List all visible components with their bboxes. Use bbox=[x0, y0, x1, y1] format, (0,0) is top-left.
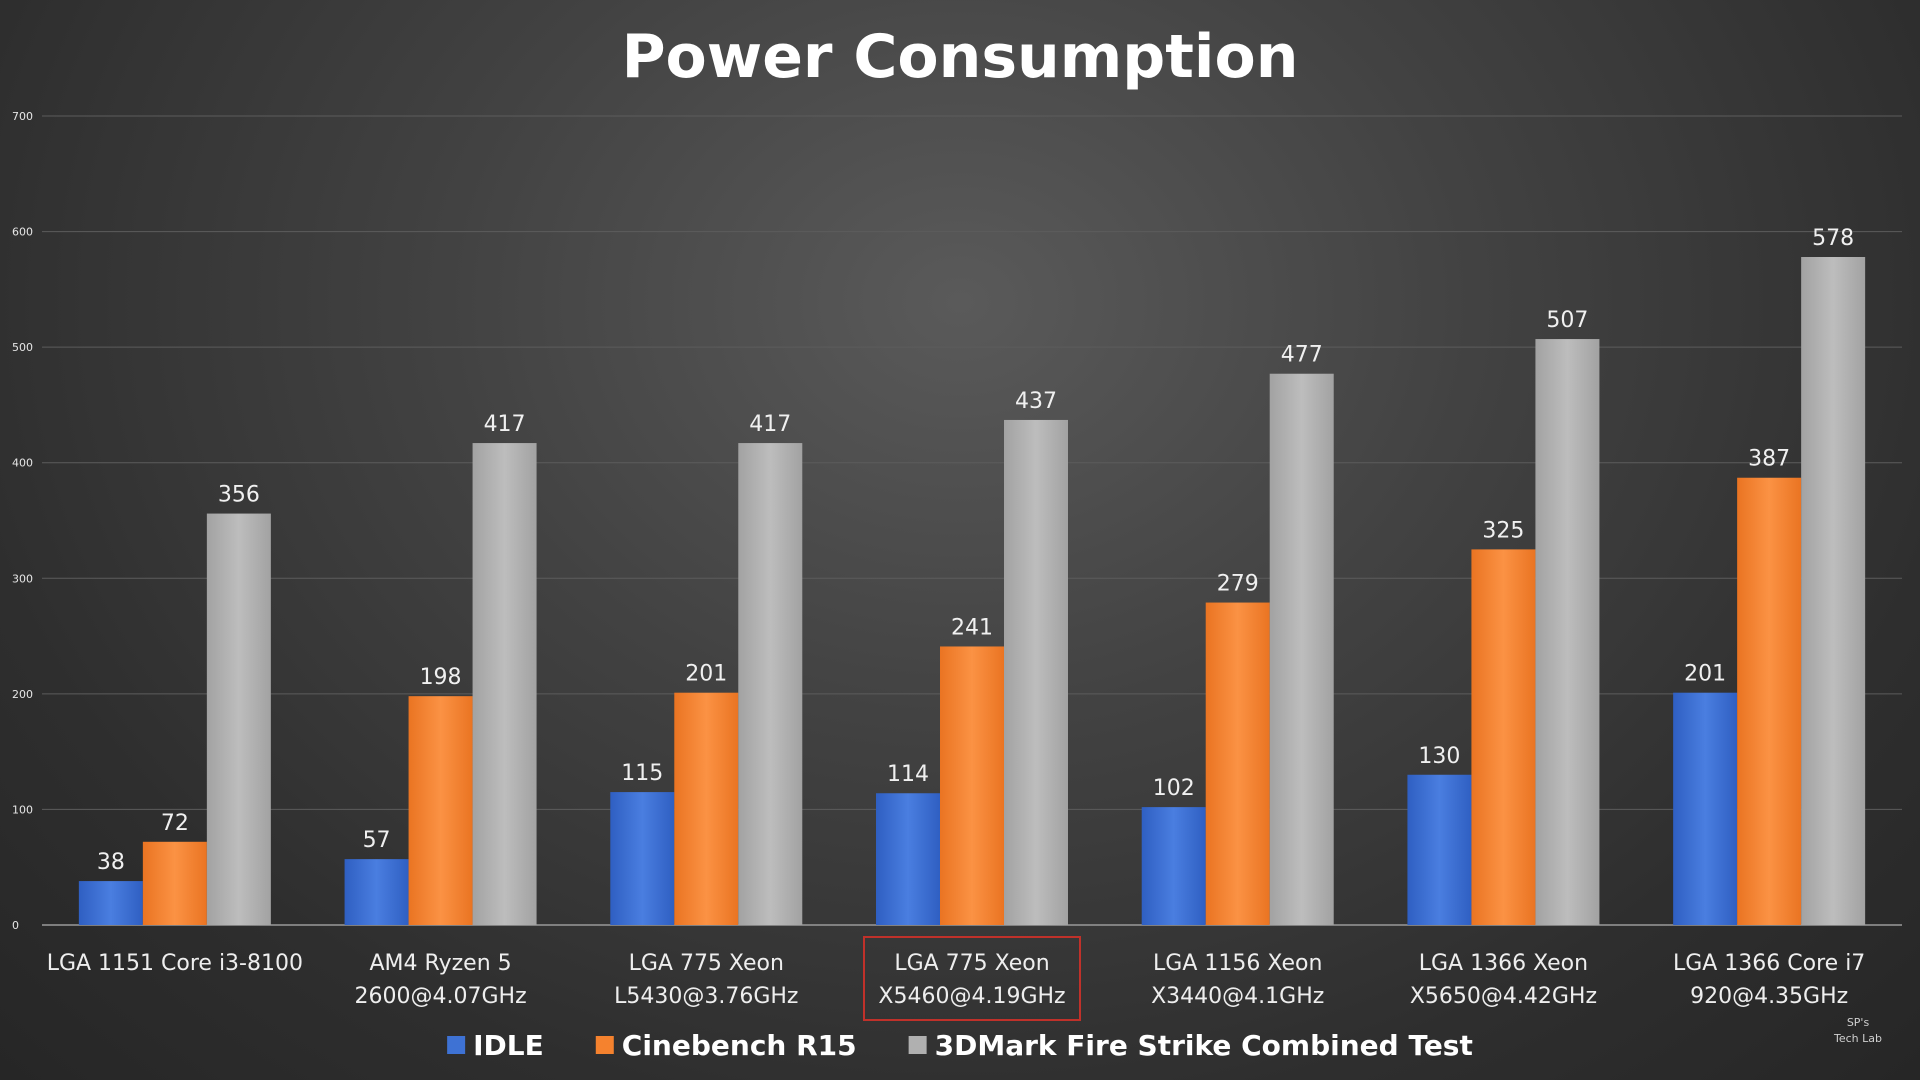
category-label: LGA 1366 Xeon bbox=[1419, 951, 1588, 976]
value-label: 578 bbox=[1812, 226, 1854, 251]
value-label: 130 bbox=[1418, 744, 1460, 769]
bar-3dmark-fire-strike-combined-test-0 bbox=[206, 513, 271, 925]
value-label: 115 bbox=[621, 761, 663, 786]
category-label: 2600@4.07GHz bbox=[355, 984, 527, 1009]
bar-idle-6 bbox=[1673, 692, 1738, 925]
bar-idle-5 bbox=[1407, 774, 1472, 925]
chart-title: Power Consumption bbox=[622, 22, 1299, 92]
bar-3dmark-fire-strike-combined-test-5 bbox=[1535, 339, 1600, 925]
legend-swatch-1 bbox=[595, 1036, 614, 1054]
y-tick-label: 600 bbox=[12, 226, 33, 239]
value-label: 201 bbox=[1684, 662, 1726, 687]
category-label: 920@4.35GHz bbox=[1690, 984, 1848, 1009]
y-tick-label: 700 bbox=[12, 110, 33, 123]
bar-cinebench-r15-6 bbox=[1737, 477, 1802, 925]
bar-cinebench-r15-1 bbox=[408, 696, 473, 925]
bar-3dmark-fire-strike-combined-test-2 bbox=[738, 443, 803, 925]
y-tick-label: 500 bbox=[12, 341, 33, 354]
watermark-line-1: SP's bbox=[1847, 1016, 1870, 1029]
bar-idle-1 bbox=[344, 859, 409, 925]
bar-cinebench-r15-0 bbox=[142, 841, 207, 925]
x-axis-categories: LGA 1151 Core i3-8100 AM4 Ryzen 5 2600@4.0… bbox=[47, 951, 1866, 1009]
category-label: LGA 1156 Xeon bbox=[1153, 951, 1322, 976]
bar-idle-4 bbox=[1141, 807, 1206, 925]
value-label: 507 bbox=[1546, 308, 1588, 333]
category-label: LGA 1151 Core i3-8100 bbox=[47, 951, 303, 976]
value-label: 57 bbox=[363, 828, 391, 853]
value-label: 72 bbox=[161, 811, 189, 836]
value-label: 437 bbox=[1015, 389, 1057, 414]
highlight-box bbox=[863, 936, 1081, 1021]
category-label: X3440@4.1GHz bbox=[1151, 984, 1324, 1009]
value-label: 102 bbox=[1153, 776, 1195, 801]
value-label: 356 bbox=[218, 483, 260, 508]
bar-idle-3 bbox=[876, 793, 940, 925]
value-label: 279 bbox=[1217, 572, 1259, 597]
value-label: 201 bbox=[685, 662, 727, 687]
category-label: AM4 Ryzen 5 bbox=[370, 951, 512, 976]
legend-label-2: 3DMark Fire Strike Combined Test bbox=[935, 1029, 1473, 1062]
y-tick-label: 300 bbox=[12, 572, 33, 585]
legend: IDLE Cinebench R15 3DMark Fire Strike Comb… bbox=[447, 1029, 1473, 1062]
y-tick-label: 400 bbox=[12, 457, 33, 470]
category-label: X5650@4.42GHz bbox=[1410, 984, 1597, 1009]
y-axis-ticks: 0 100 200 300 400 500 600 700 bbox=[12, 110, 33, 932]
value-label: 417 bbox=[484, 412, 526, 437]
legend-label-1: Cinebench R15 bbox=[622, 1029, 857, 1062]
bar-cinebench-r15-3 bbox=[940, 646, 1004, 925]
legend-swatch-0 bbox=[447, 1036, 466, 1054]
watermark-line-2: Tech Lab bbox=[1833, 1032, 1882, 1045]
value-label: 38 bbox=[97, 850, 125, 875]
bar-3dmark-fire-strike-combined-test-3 bbox=[1004, 419, 1068, 925]
category-label: X5460@4.19GHz bbox=[878, 984, 1065, 1009]
bar-3dmark-fire-strike-combined-test-6 bbox=[1801, 256, 1866, 925]
y-tick-label: 0 bbox=[12, 919, 19, 932]
y-tick-label: 200 bbox=[12, 688, 33, 701]
value-label: 325 bbox=[1482, 518, 1524, 543]
category-label: L5430@3.76GHz bbox=[614, 984, 798, 1009]
bar-3dmark-fire-strike-combined-test-1 bbox=[472, 443, 537, 925]
value-label: 387 bbox=[1748, 447, 1790, 472]
value-label: 114 bbox=[887, 762, 929, 787]
bar-series bbox=[78, 256, 1866, 926]
bar-cinebench-r15-5 bbox=[1471, 549, 1536, 925]
category-label: LGA 775 Xeon bbox=[629, 951, 784, 976]
bar-idle-2 bbox=[610, 792, 675, 925]
bar-cinebench-r15-2 bbox=[674, 692, 739, 925]
value-label: 241 bbox=[951, 615, 993, 640]
gridlines bbox=[42, 115, 1902, 810]
legend-swatch-2 bbox=[908, 1036, 927, 1054]
y-tick-label: 100 bbox=[12, 803, 33, 816]
value-labels: 38 57 115 114 102 130 201 72 198 201 241 279 325 387 3… bbox=[97, 226, 1854, 875]
category-label: LGA 1366 Core i7 bbox=[1673, 951, 1865, 976]
legend-label-0: IDLE bbox=[473, 1029, 544, 1062]
bar-idle-0 bbox=[78, 881, 143, 925]
value-label: 417 bbox=[749, 412, 791, 437]
value-label: 477 bbox=[1281, 343, 1323, 368]
category-label: LGA 775 Xeon bbox=[894, 951, 1049, 976]
bar-3dmark-fire-strike-combined-test-4 bbox=[1269, 373, 1334, 926]
bar-cinebench-r15-4 bbox=[1205, 602, 1270, 925]
value-label: 198 bbox=[420, 665, 462, 690]
